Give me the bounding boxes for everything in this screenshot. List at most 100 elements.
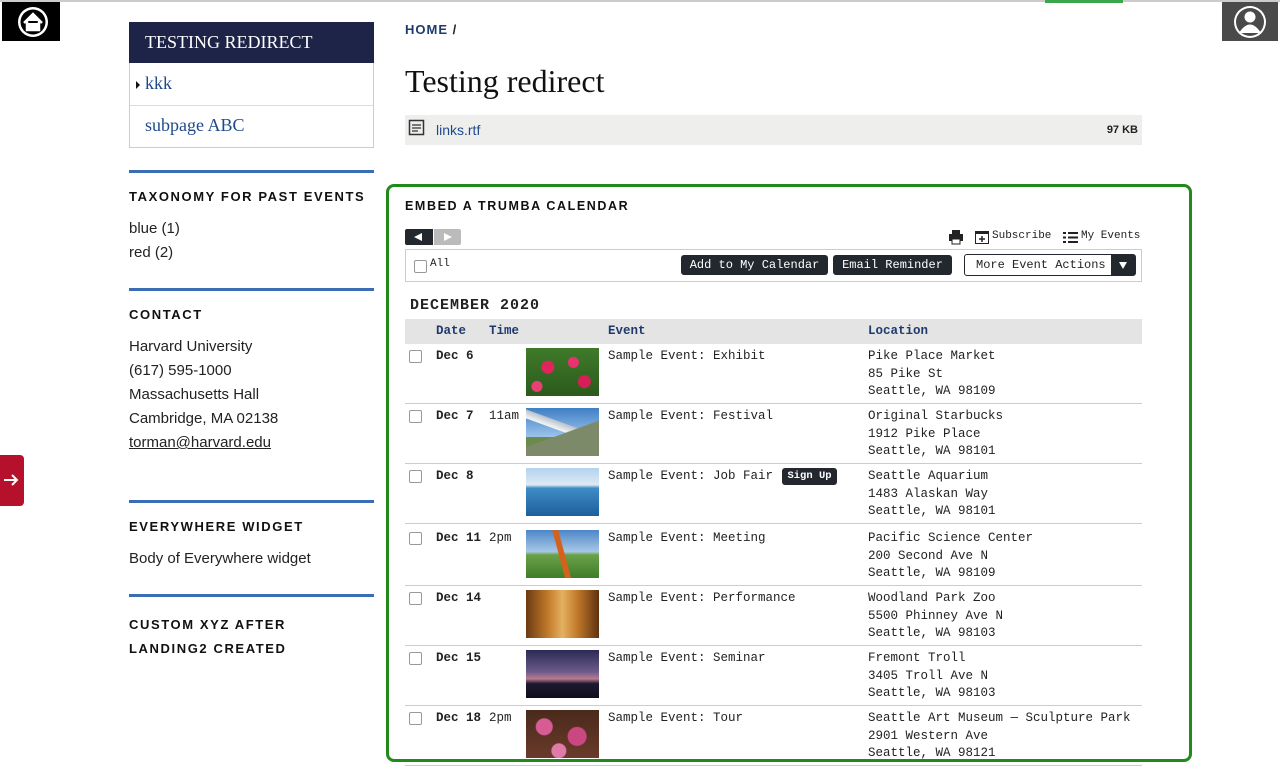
- taxonomy-link[interactable]: red (2): [129, 244, 174, 261]
- section-rule: [129, 500, 374, 503]
- row-divider: [405, 705, 1142, 706]
- row-divider: [405, 645, 1142, 646]
- side-tab[interactable]: [0, 455, 24, 506]
- event-location: Pacific Science Center: [868, 531, 1034, 545]
- home-button[interactable]: [2, 2, 60, 41]
- event-location: Seattle, WA 98101: [868, 444, 996, 458]
- column-header[interactable]: Event: [608, 324, 646, 338]
- home-icon: [18, 7, 48, 37]
- event-location: Seattle Aquarium: [868, 469, 989, 483]
- contact-email[interactable]: torman@harvard.edu: [129, 434, 271, 451]
- event-image: [526, 530, 599, 578]
- event-title[interactable]: Sample Event: Tour: [608, 711, 744, 725]
- event-location: Seattle, WA 98101: [868, 504, 996, 518]
- event-date: Dec 15: [436, 651, 482, 665]
- event-location: Seattle, WA 98103: [868, 626, 996, 640]
- event-location: 5500 Phinney Ave N: [868, 608, 1004, 623]
- event-checkbox[interactable]: [409, 410, 422, 423]
- top-border: [0, 0, 1280, 2]
- nav-divider: [130, 105, 373, 106]
- event-location: Fremont Troll: [868, 651, 966, 665]
- section-title: EVERYWHERE WIDGET: [129, 519, 304, 534]
- nav-title: TESTING REDIRECT: [129, 22, 374, 63]
- event-title[interactable]: Sample Event: Seminar: [608, 651, 766, 665]
- user-button[interactable]: [1222, 2, 1278, 41]
- subscribe-link[interactable]: Subscribe: [992, 230, 1052, 242]
- event-title[interactable]: Sample Event: Exhibit: [608, 349, 766, 363]
- attachment-size: 97 KB: [1106, 124, 1138, 136]
- event-date: Dec 18: [436, 711, 482, 725]
- arrow-icon: [4, 474, 19, 486]
- contact-line: (617) 595-1000: [129, 362, 232, 379]
- calendar-frame: [386, 184, 1192, 762]
- event-title[interactable]: Sample Event: Meeting: [608, 531, 766, 545]
- page-title: Testing redirect: [405, 63, 605, 99]
- add-calendar-button[interactable]: Add to My Calendar: [681, 255, 828, 275]
- breadcrumb-home[interactable]: HOME: [405, 22, 448, 37]
- section-title: CUSTOM XYZ AFTER LANDING2 CREATED: [129, 617, 287, 656]
- event-location: 1483 Alaskan Way: [868, 486, 989, 501]
- nav-item[interactable]: subpage ABC: [145, 115, 245, 135]
- column-header[interactable]: Date: [436, 324, 467, 338]
- event-image: [526, 348, 599, 396]
- select-all-checkbox[interactable]: [414, 260, 427, 273]
- my-events-link[interactable]: My Events: [1081, 230, 1141, 242]
- subscribe-icon: [975, 231, 989, 244]
- attachment-name[interactable]: links.rtf: [436, 122, 481, 138]
- breadcrumb: HOME /: [405, 22, 457, 37]
- list-icon: [1063, 232, 1078, 243]
- event-checkbox[interactable]: [409, 350, 422, 363]
- event-image: [526, 710, 599, 758]
- prev-arrow: [414, 233, 422, 241]
- column-header[interactable]: Time: [489, 324, 520, 338]
- event-location: Seattle, WA 98103: [868, 686, 996, 700]
- event-location: 3405 Troll Ave N: [868, 668, 989, 683]
- section-title: CONTACT: [129, 307, 203, 322]
- event-date: Dec 6: [436, 349, 474, 363]
- event-checkbox[interactable]: [409, 470, 422, 483]
- prev-button[interactable]: [405, 229, 433, 245]
- next-arrow: [444, 233, 452, 241]
- event-image: [526, 468, 599, 516]
- event-location: 2901 Western Ave: [868, 728, 989, 743]
- event-checkbox[interactable]: [409, 532, 422, 545]
- print-icon[interactable]: [948, 229, 964, 245]
- contact-line: Cambridge, MA 02138: [129, 410, 279, 427]
- email-reminder-button[interactable]: Email Reminder: [833, 255, 952, 275]
- section-rule: [129, 288, 374, 291]
- row-divider: [405, 463, 1142, 464]
- section-title: TAXONOMY FOR PAST EVENTS: [129, 189, 366, 204]
- event-checkbox[interactable]: [409, 652, 422, 665]
- nav-item[interactable]: kkk: [145, 73, 172, 93]
- more-actions-dropdown[interactable]: More Event Actions: [964, 254, 1136, 276]
- event-location: Seattle, WA 98109: [868, 384, 996, 398]
- event-title[interactable]: Sample Event: Performance: [608, 591, 796, 605]
- event-location: Pike Place Market: [868, 349, 996, 363]
- event-location: 85 Pike St: [868, 366, 944, 381]
- next-button[interactable]: [434, 229, 461, 245]
- event-location: Woodland Park Zoo: [868, 591, 996, 605]
- event-title[interactable]: Sample Event: Festival: [608, 409, 774, 423]
- event-checkbox[interactable]: [409, 712, 422, 725]
- event-time: 2pm: [489, 711, 512, 725]
- event-title[interactable]: Sample Event: Job Fair: [608, 469, 774, 483]
- event-checkbox[interactable]: [409, 592, 422, 605]
- more-actions-label: More Event Actions: [976, 258, 1106, 272]
- taxonomy-link[interactable]: blue (1): [129, 220, 180, 237]
- breadcrumb-separator: /: [452, 22, 458, 37]
- event-date: Dec 8: [436, 469, 474, 483]
- attachment: links.rtf 97 KB: [405, 115, 1142, 145]
- event-image: [526, 408, 599, 456]
- table-header: [405, 319, 1142, 344]
- column-header[interactable]: Location: [868, 324, 929, 338]
- sign-up-button[interactable]: Sign Up: [782, 468, 837, 485]
- event-date: Dec 14: [436, 591, 482, 605]
- month-heading: DECEMBER 2020: [410, 297, 541, 314]
- contact-line: Massachusetts Hall: [129, 386, 260, 403]
- contact-line: Harvard University: [129, 338, 253, 355]
- widget-body: Body of Everywhere widget: [129, 550, 311, 567]
- event-date: Dec 11: [436, 531, 482, 545]
- calendar-title: EMBED A TRUMBA CALENDAR: [405, 199, 630, 213]
